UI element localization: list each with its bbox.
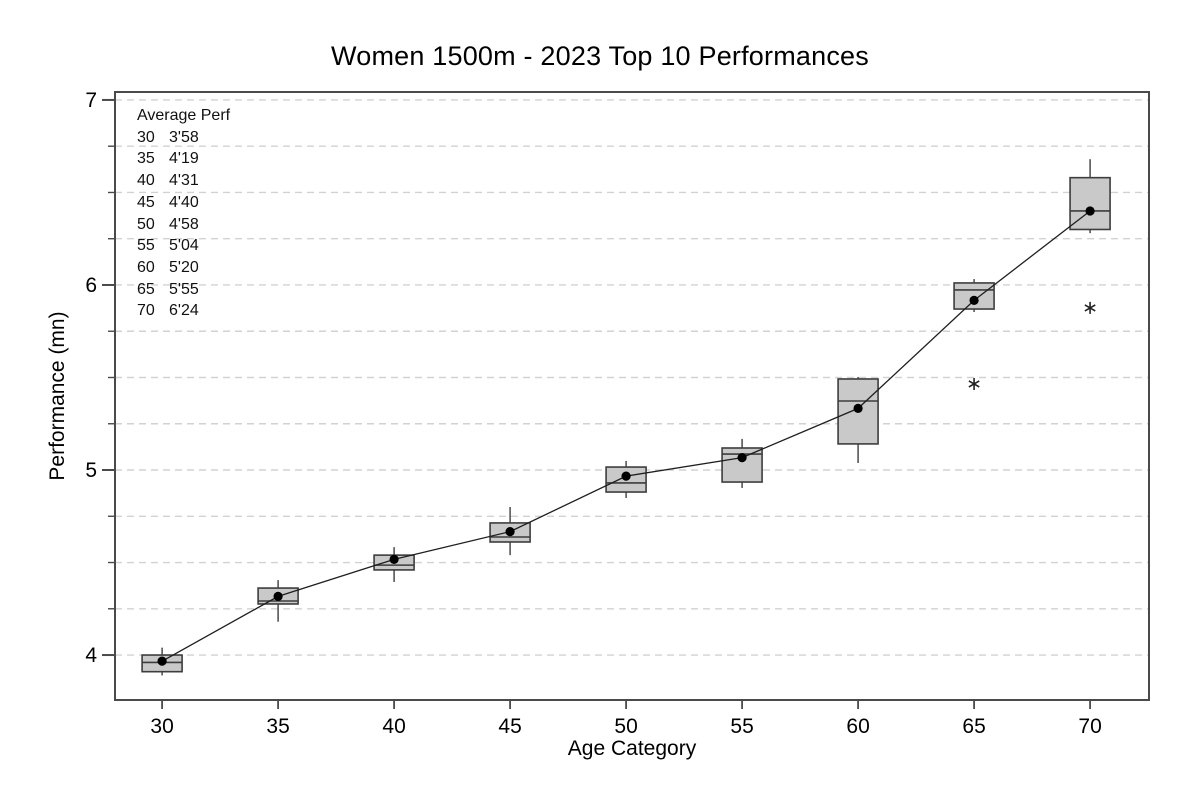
- annotation-age: 65: [137, 280, 155, 298]
- mean-marker: [389, 554, 399, 564]
- annotation-age: 55: [137, 237, 155, 255]
- annotation-row: 50 4'58: [137, 214, 230, 236]
- annotation-age: 60: [137, 258, 155, 276]
- annotation-time: 5'55: [169, 280, 199, 298]
- annotation-time: 6'24: [169, 302, 199, 320]
- x-tick-label: 70: [1078, 715, 1101, 738]
- annotation-row: 60 5'20: [137, 257, 230, 279]
- x-tick-label: 60: [846, 715, 869, 738]
- average-perf-annotation: Average Perf 30 3'58 35 4'19 40 4'31 45 4'40 50 4…: [137, 105, 230, 322]
- mean-marker: [273, 591, 283, 601]
- annotation-age: 70: [137, 302, 155, 320]
- mean-marker: [853, 403, 863, 413]
- annotation-row: 55 5'04: [137, 235, 230, 257]
- annotation-row: 70 6'24: [137, 300, 230, 322]
- mean-marker: [505, 527, 515, 537]
- annotation-row: 65 5'55: [137, 279, 230, 301]
- x-tick-label: 40: [382, 715, 405, 738]
- annotation-time: 4'40: [169, 193, 199, 211]
- mean-marker: [621, 471, 631, 481]
- x-tick-label: 50: [614, 715, 637, 738]
- annotation-age: 45: [137, 193, 155, 211]
- annotation-row: 30 3'58: [137, 127, 230, 149]
- mean-marker: [1085, 206, 1095, 216]
- annotation-time: 5'04: [169, 237, 199, 255]
- mean-marker: [737, 453, 747, 463]
- outlier-marker: [1084, 301, 1096, 314]
- annotation-row: 45 4'40: [137, 192, 230, 214]
- plot-frame: [114, 91, 1150, 701]
- annotation-row: 35 4'19: [137, 148, 230, 170]
- annotation-time: 5'20: [169, 258, 199, 276]
- annotation-age: 30: [137, 128, 155, 146]
- annotation-time: 4'19: [169, 150, 199, 168]
- x-tick-label: 65: [962, 715, 985, 738]
- chart-title: Women 1500m - 2023 Top 10 Performances: [331, 41, 869, 71]
- x-tick-label: 35: [266, 715, 289, 738]
- x-tick-label: 30: [150, 715, 173, 738]
- annotation-header: Average Perf: [137, 107, 231, 124]
- annotation-time: 4'31: [169, 172, 199, 190]
- annotation-time: 3'58: [169, 128, 199, 146]
- annotation-age: 40: [137, 172, 155, 190]
- annotation-age: 35: [137, 150, 155, 168]
- annotation-time: 4'58: [169, 215, 199, 233]
- y-tick-label: 7: [85, 89, 97, 112]
- y-tick-label: 6: [85, 274, 97, 297]
- y-tick-label: 4: [85, 644, 97, 667]
- x-tick-label: 45: [498, 715, 521, 738]
- mean-line: [161, 210, 1091, 662]
- annotation-rows: 30 3'58 35 4'19 40 4'31 45 4'40 50 4'58 55 5'04 60 5'…: [137, 127, 230, 322]
- annotation-age: 50: [137, 215, 155, 233]
- annotation-row: 40 4'31: [137, 170, 230, 192]
- outlier-marker: [968, 377, 980, 390]
- x-tick-label: 55: [730, 715, 753, 738]
- mean-marker: [157, 656, 167, 666]
- mean-marker: [969, 295, 979, 305]
- y-tick-label: 5: [85, 459, 97, 482]
- x-axis-title: Age Category: [567, 737, 697, 760]
